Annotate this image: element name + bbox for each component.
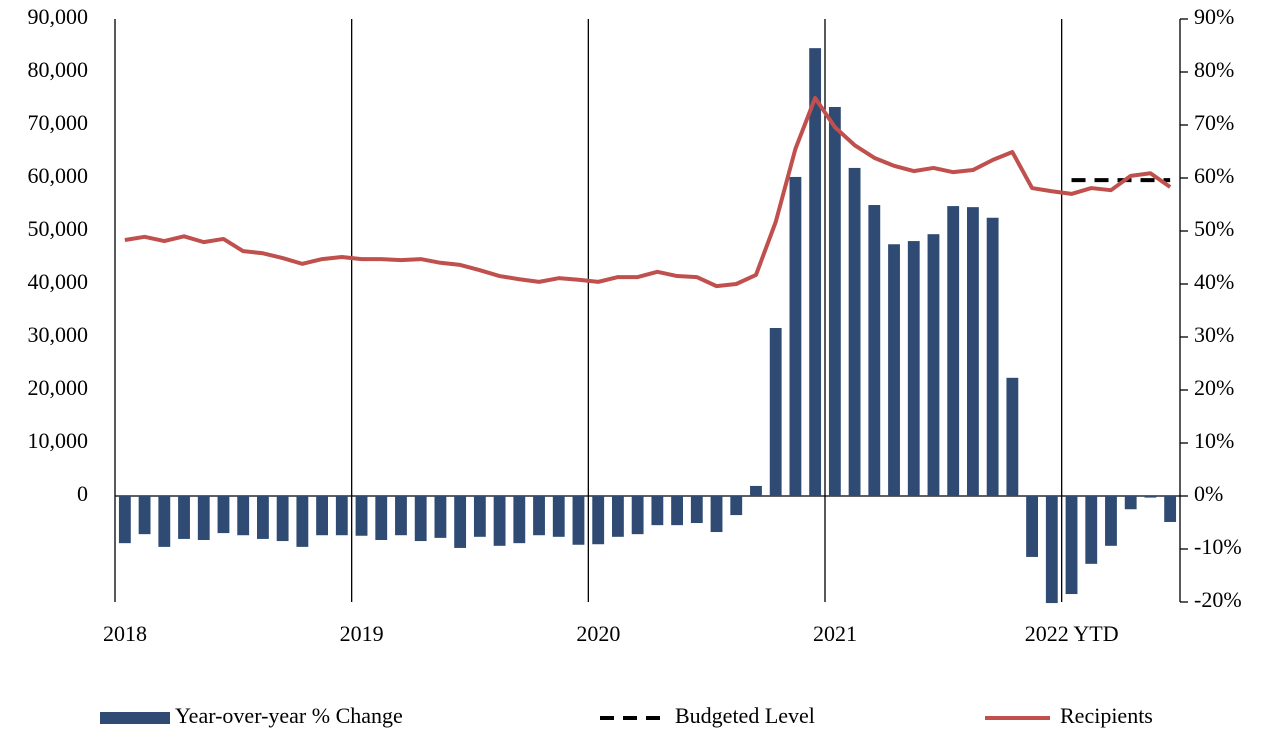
bar (355, 496, 368, 536)
bar (1164, 496, 1177, 522)
bar (789, 176, 802, 496)
y2-tick-label: 40% (1194, 269, 1234, 294)
y2-tick-label: -10% (1194, 534, 1242, 559)
bar (1124, 496, 1137, 510)
bar (1105, 496, 1117, 546)
y-tick-label: 80,000 (28, 57, 89, 82)
bar (710, 496, 723, 533)
y2-tick-label: -20% (1194, 587, 1242, 612)
bar (178, 496, 190, 539)
bar (986, 217, 999, 496)
y2-tick-label: 80% (1194, 57, 1234, 82)
bar (572, 496, 585, 545)
x-tick-label: 2022 YTD (1025, 621, 1119, 646)
bar (414, 496, 427, 542)
bar (769, 327, 782, 496)
y2-tick-label: 70% (1194, 110, 1234, 135)
bar (868, 205, 881, 496)
bar (335, 496, 348, 536)
bar (257, 496, 269, 539)
x-tick-label: 2020 (576, 621, 620, 646)
bar (947, 206, 960, 496)
bar (217, 496, 230, 534)
y2-tick-label: 20% (1194, 375, 1234, 400)
bar (138, 496, 151, 535)
bar (513, 496, 526, 544)
bar (888, 244, 900, 496)
legend-label: Budgeted Level (675, 703, 815, 728)
y-tick-label: 70,000 (28, 110, 89, 135)
bar (276, 496, 289, 542)
bar (848, 167, 861, 496)
bar (907, 241, 920, 496)
bar (809, 48, 822, 497)
bar (828, 106, 841, 496)
bar (237, 496, 250, 536)
bar (316, 496, 328, 536)
bar (671, 496, 683, 526)
x-tick-label: 2018 (103, 621, 147, 646)
bar (1085, 496, 1098, 564)
legend-label: Recipients (1060, 703, 1153, 728)
bar (552, 496, 565, 537)
y2-tick-label: 30% (1194, 322, 1234, 347)
line (124, 95, 1172, 289)
bar (750, 485, 762, 496)
legend-swatch (100, 712, 170, 724)
bar (592, 496, 605, 545)
bar (651, 496, 664, 526)
bar (395, 496, 407, 536)
bar (434, 496, 447, 538)
y-tick-label: 40,000 (28, 269, 89, 294)
bar (296, 496, 309, 547)
bar (927, 234, 940, 496)
y-tick-label: 50,000 (28, 216, 89, 241)
y-tick-label: 60,000 (28, 163, 89, 188)
bar (493, 496, 506, 546)
legend-label: Year-over-year % Change (175, 703, 403, 728)
bar (454, 496, 467, 548)
bar (967, 207, 979, 496)
x-tick-label: 2019 (340, 621, 384, 646)
y2-tick-label: 90% (1194, 4, 1234, 29)
bar (533, 496, 545, 536)
y-tick-label: 90,000 (28, 4, 89, 29)
x-tick-label: 2021 (813, 621, 857, 646)
bar (118, 496, 131, 544)
bar (1045, 496, 1058, 604)
y-tick-label: 20,000 (28, 375, 89, 400)
y2-tick-label: 0% (1194, 481, 1223, 506)
bar (197, 496, 210, 540)
bar (1065, 496, 1078, 595)
bar (1006, 377, 1019, 496)
bar (612, 496, 624, 537)
bar (690, 496, 703, 524)
bar (631, 496, 644, 535)
y-tick-label: 0 (77, 481, 88, 506)
bar (473, 496, 486, 537)
y2-tick-label: 10% (1194, 428, 1234, 453)
y-tick-label: 10,000 (28, 428, 89, 453)
y-tick-label: 30,000 (28, 322, 89, 347)
bar (158, 496, 171, 547)
bar (1144, 496, 1157, 498)
bar (375, 496, 388, 540)
bar (1026, 496, 1038, 557)
bar (730, 496, 743, 516)
y2-tick-label: 50% (1194, 216, 1234, 241)
y2-tick-label: 60% (1194, 163, 1234, 188)
